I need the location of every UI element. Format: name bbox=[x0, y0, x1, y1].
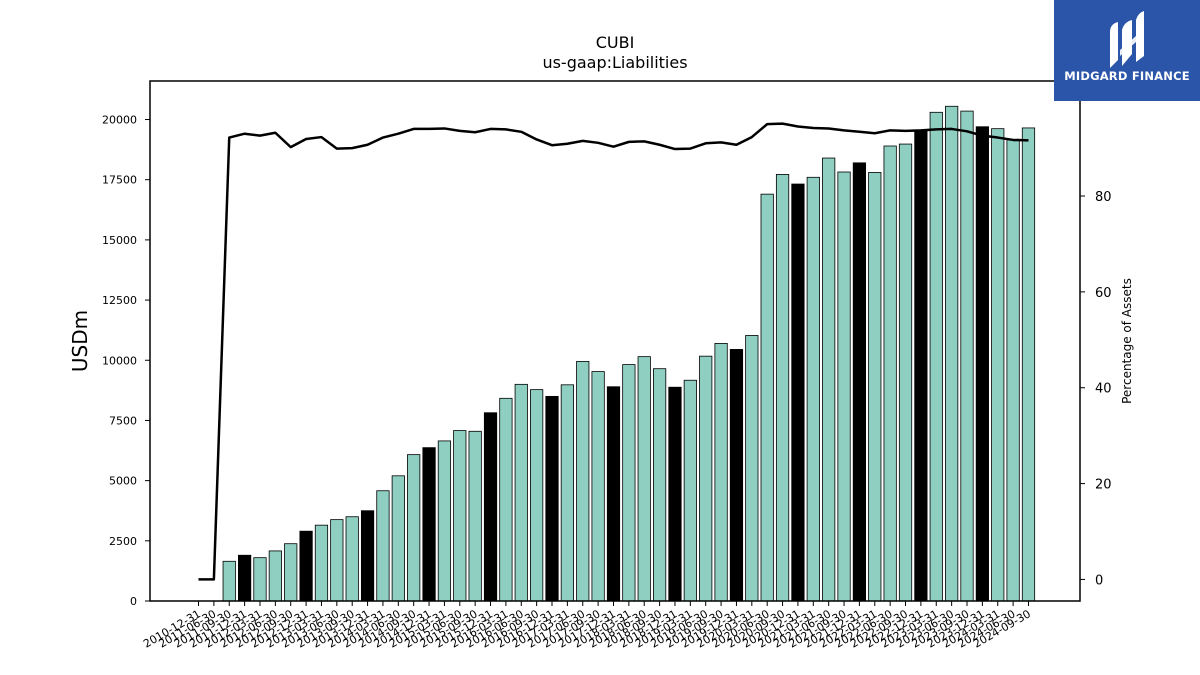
bar-2016-03-31 bbox=[499, 397, 513, 602]
y2-axis-label: Percentage of Assets bbox=[1120, 278, 1134, 404]
bar-2022-12-31 bbox=[914, 130, 928, 602]
bar-2022-09-30 bbox=[898, 143, 913, 602]
bar-2021-03-31 bbox=[806, 176, 820, 602]
y2-tick-label: 60 bbox=[1095, 286, 1112, 301]
bar-2019-12-31 bbox=[729, 349, 744, 602]
bar-2019-06-30 bbox=[699, 355, 713, 602]
bar-2016-06-30 bbox=[514, 383, 528, 602]
bar-2023-03-31 bbox=[929, 111, 943, 602]
bar-2011-09-30 bbox=[222, 560, 236, 602]
bar-2014-12-31 bbox=[422, 447, 436, 602]
y-tick-label: 0 bbox=[130, 595, 137, 608]
bar-2015-03-31 bbox=[437, 440, 452, 602]
y2-axis-ticks: 0 20 40 60 80 bbox=[1080, 190, 1112, 588]
bar-2018-06-30 bbox=[637, 356, 651, 602]
bar-2012-03-31 bbox=[253, 557, 267, 602]
bar-series bbox=[222, 105, 1036, 602]
y-axis-label: USDm bbox=[68, 310, 92, 372]
bar-2024-03-31 bbox=[991, 128, 1005, 602]
chart-subtitle: us-gaap:Liabilities bbox=[542, 53, 687, 72]
bar-2015-09-30 bbox=[468, 430, 482, 602]
bar-2017-12-31 bbox=[606, 386, 621, 602]
brand-logo: MIDGARD FINANCE bbox=[1054, 0, 1200, 101]
y-tick-label: 12500 bbox=[102, 294, 137, 307]
y2-tick-label: 0 bbox=[1095, 573, 1103, 588]
bar-2020-12-31 bbox=[791, 183, 805, 602]
bar-2021-09-30 bbox=[837, 171, 851, 602]
bar-2019-09-30 bbox=[714, 343, 728, 602]
bar-2020-09-30 bbox=[775, 174, 790, 602]
bar-2012-12-31 bbox=[299, 530, 313, 602]
bar-2023-06-30 bbox=[945, 105, 959, 602]
bar-2013-03-31 bbox=[314, 524, 329, 602]
bar-2020-06-30 bbox=[760, 193, 774, 602]
y-axis-ticks: 0 2500 5000 7500 10000 12500 15000 17500 20000 bbox=[102, 114, 150, 608]
y-tick-label: 2500 bbox=[109, 535, 137, 548]
bar-2015-06-30 bbox=[453, 430, 467, 602]
y2-tick-label: 40 bbox=[1095, 382, 1112, 397]
y2-tick-label: 80 bbox=[1095, 190, 1112, 205]
bar-2017-06-30 bbox=[576, 361, 590, 602]
bar-2014-03-31 bbox=[376, 490, 390, 602]
bar-2016-12-31 bbox=[545, 395, 559, 602]
bar-2023-12-31 bbox=[975, 126, 989, 602]
plot-frame bbox=[149, 80, 1081, 602]
brand-mark-icon bbox=[1110, 11, 1144, 68]
bar-2021-12-31 bbox=[852, 162, 867, 602]
bar-2020-03-31 bbox=[745, 335, 759, 602]
chart-title: CUBI bbox=[596, 33, 635, 52]
bar-2011-12-31 bbox=[238, 554, 252, 602]
bar-2014-06-30 bbox=[391, 475, 405, 602]
bar-2017-03-31 bbox=[560, 384, 574, 602]
bar-2021-06-30 bbox=[822, 157, 836, 602]
bar-2024-06-30 bbox=[1006, 138, 1020, 602]
bar-2012-09-30 bbox=[284, 543, 298, 602]
brand-name: MIDGARD FINANCE bbox=[1064, 69, 1190, 83]
x-axis-ticks: 2010-12-312011-06-302011-09-302011-12-31… bbox=[141, 601, 1033, 651]
bar-2023-09-30 bbox=[960, 110, 974, 602]
bar-2014-09-30 bbox=[407, 454, 421, 602]
y-tick-label: 15000 bbox=[102, 234, 137, 247]
bar-2018-12-31 bbox=[668, 386, 682, 602]
bar-2019-03-31 bbox=[683, 379, 697, 602]
bar-2012-06-30 bbox=[268, 550, 282, 602]
percentage-line bbox=[198, 122, 1029, 581]
y-tick-label: 10000 bbox=[102, 354, 137, 367]
y-tick-label: 20000 bbox=[102, 114, 137, 127]
bar-2013-06-30 bbox=[330, 519, 344, 602]
bar-2013-09-30 bbox=[345, 516, 359, 602]
bar-2018-03-31 bbox=[622, 364, 636, 602]
y2-tick-label: 20 bbox=[1095, 478, 1112, 493]
bar-2015-12-31 bbox=[483, 412, 498, 602]
y-tick-label: 17500 bbox=[102, 174, 137, 187]
bar-2018-09-30 bbox=[653, 368, 667, 602]
percentage-line-series bbox=[198, 122, 1029, 581]
bar-2022-03-31 bbox=[868, 172, 882, 602]
y-tick-label: 5000 bbox=[109, 475, 137, 488]
bar-2013-12-31 bbox=[360, 510, 375, 602]
bar-2016-09-30 bbox=[530, 389, 544, 602]
bar-2024-09-30 bbox=[1021, 127, 1036, 602]
y-tick-label: 7500 bbox=[109, 414, 137, 427]
bar-2022-06-30 bbox=[883, 145, 897, 602]
bar-2017-09-30 bbox=[591, 371, 605, 602]
